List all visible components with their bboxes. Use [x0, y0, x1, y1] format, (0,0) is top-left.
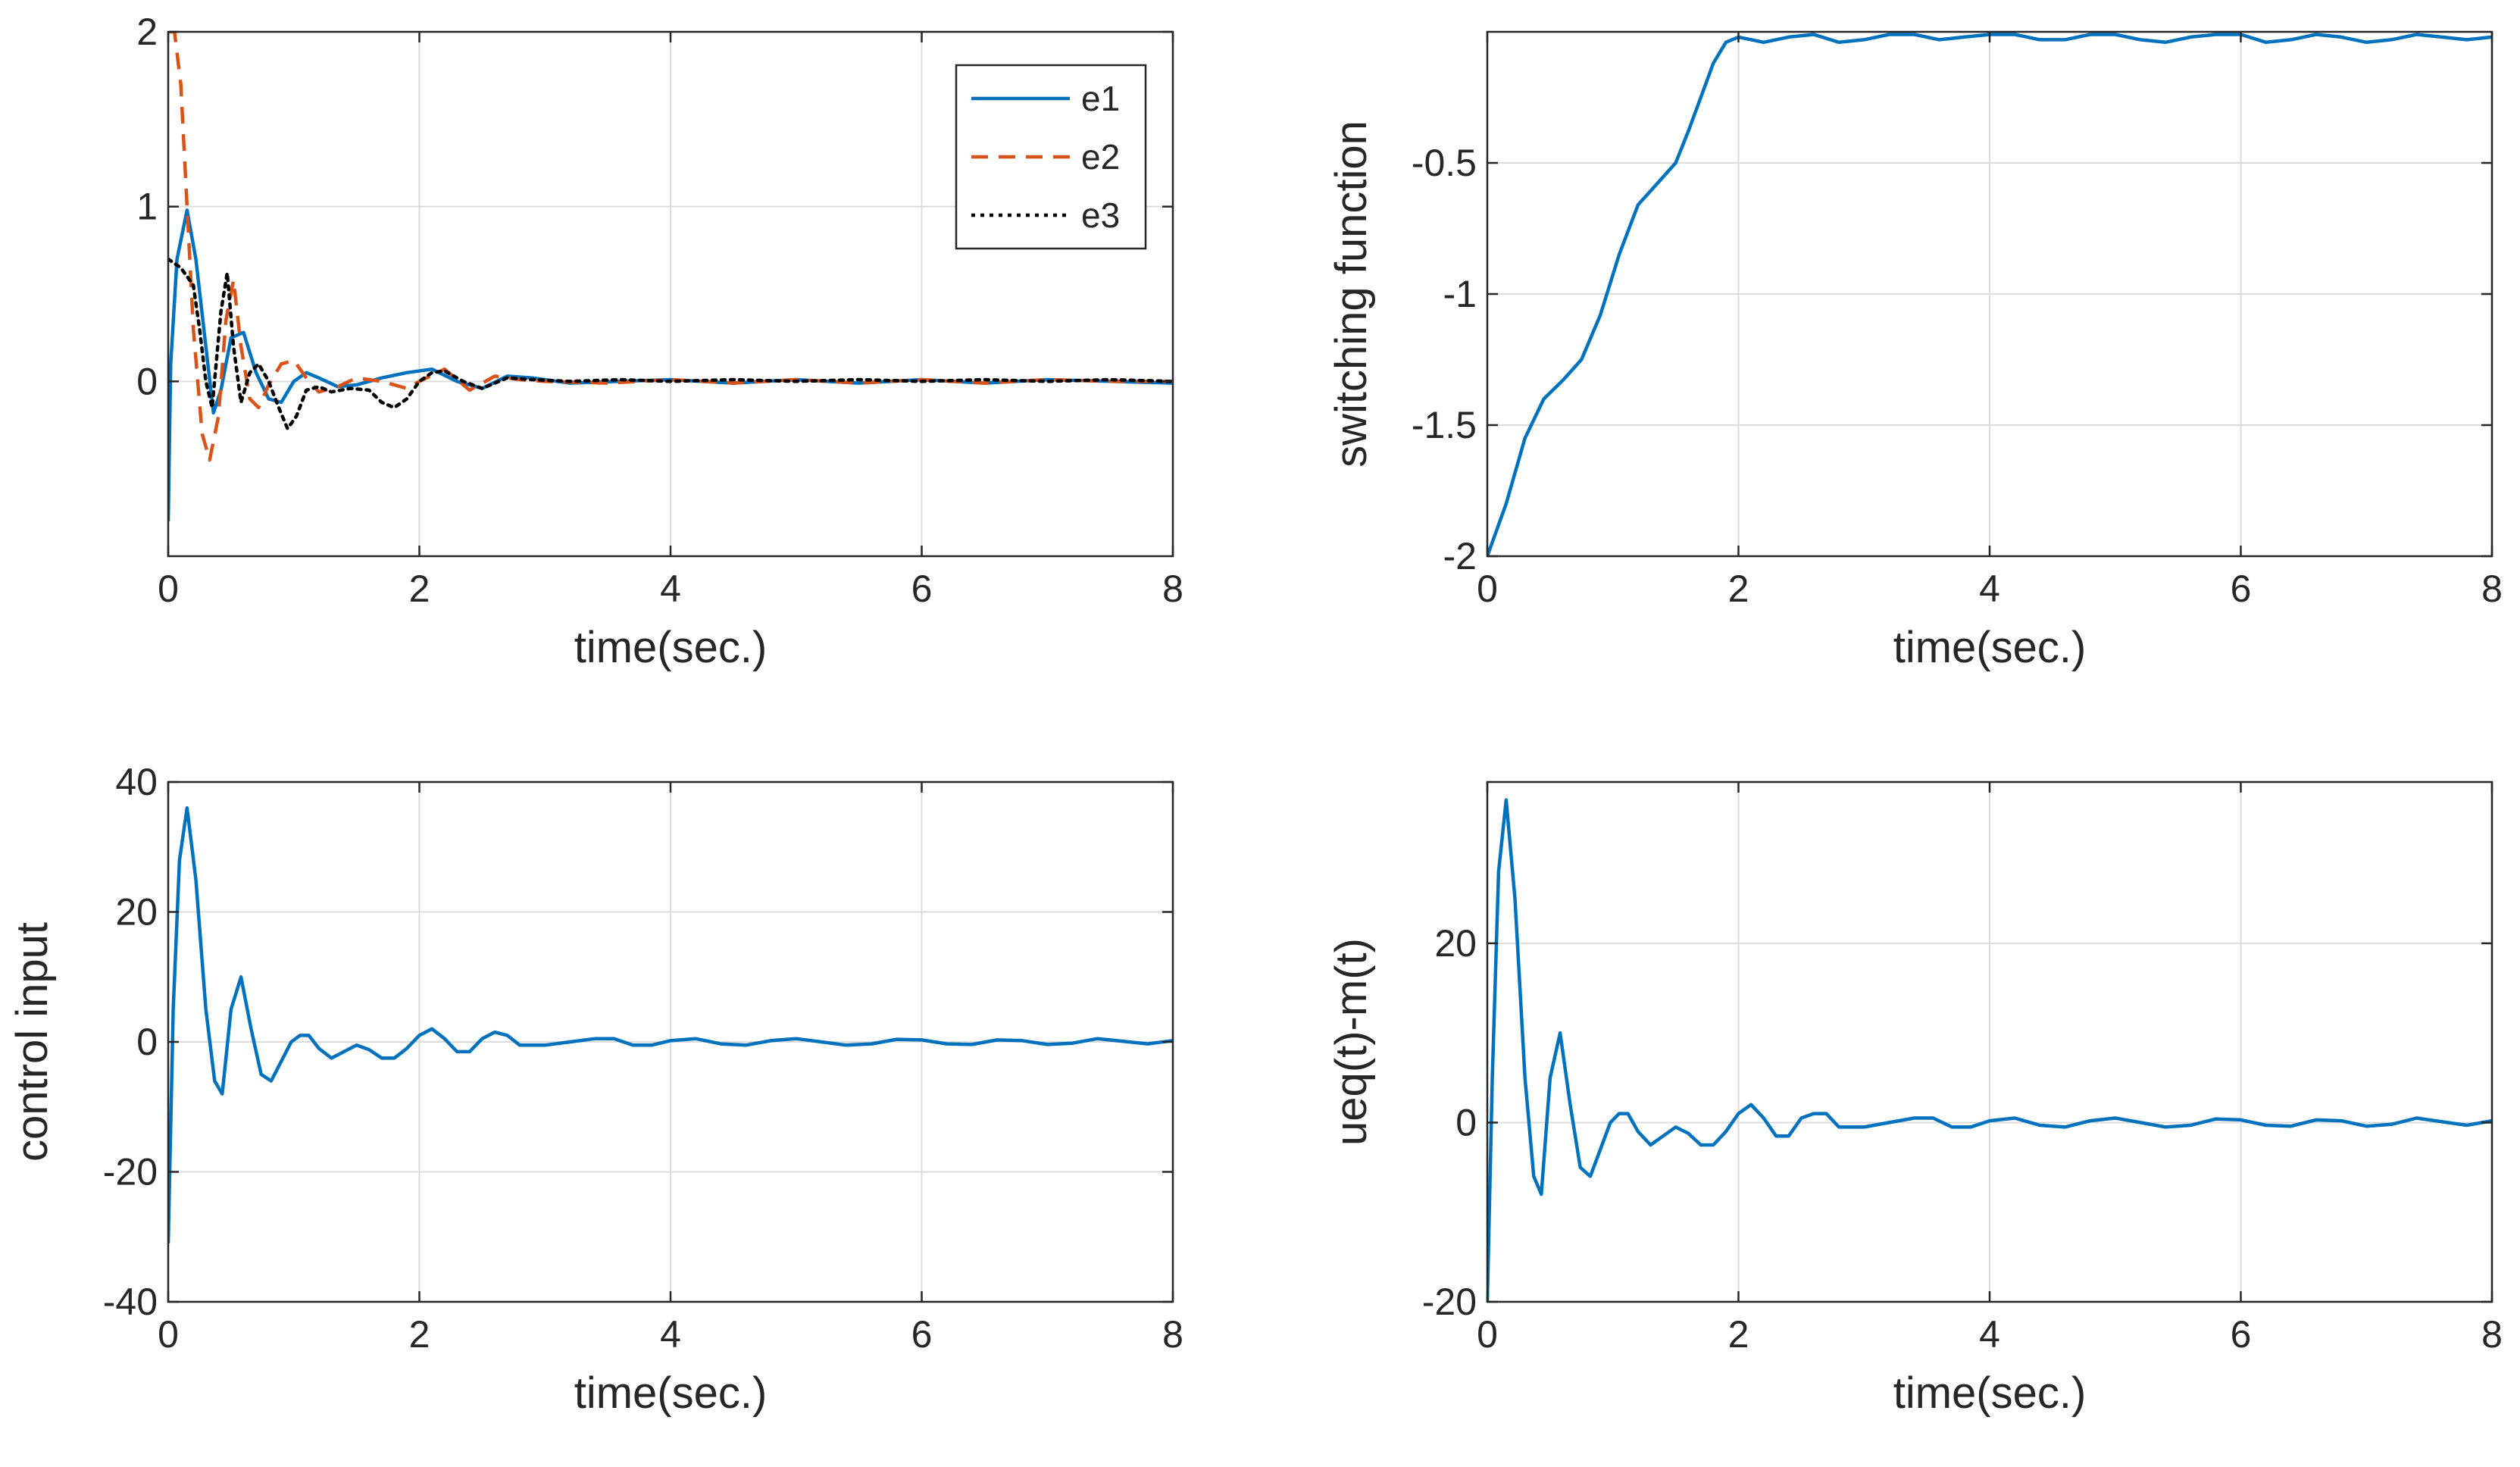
y-tick-label: -1.5 — [1412, 404, 1477, 446]
x-axis-label: time(sec.) — [1893, 1368, 2087, 1418]
y-tick-label: 20 — [1434, 922, 1477, 965]
series-line-switching-function — [1487, 33, 2492, 556]
x-tick-label: 0 — [1477, 568, 1498, 610]
x-axis-label: time(sec.) — [574, 623, 768, 672]
legend-label-e3: e3 — [1081, 195, 1120, 235]
x-tick-label: 0 — [158, 1313, 179, 1356]
x-tick-label: 4 — [1979, 568, 2000, 610]
subplot-switching-function: 0 2 4 6 8 -2 -1.5 -1 -0.5 time(sec.) switching f… — [1327, 30, 2503, 672]
x-tick-label: 0 — [1477, 1313, 1498, 1356]
x-tick-label: 6 — [911, 568, 933, 610]
y-tick-label: -20 — [103, 1151, 158, 1193]
y-axis-label: switching function — [1327, 120, 1376, 468]
x-axis-label: time(sec.) — [1893, 623, 2087, 672]
y-tick-label: 20 — [115, 891, 158, 934]
y-tick-label: -2 — [1443, 535, 1477, 577]
series-line-e3 — [168, 257, 1173, 430]
y-tick-label: 0 — [1455, 1101, 1477, 1143]
x-tick-label: 6 — [911, 1313, 933, 1356]
x-tick-label: 8 — [1162, 1313, 1183, 1356]
x-tick-label: 2 — [409, 1313, 430, 1356]
x-tick-label: 4 — [660, 1313, 681, 1356]
x-tick-label: 0 — [158, 568, 179, 610]
series-line-ueq-t-m-t- — [1487, 798, 2492, 1302]
x-tick-label: 8 — [2481, 568, 2503, 610]
legend: e1 e2 e3 — [955, 64, 1147, 250]
legend-label-e1: e1 — [1081, 79, 1120, 118]
x-tick-label: 8 — [2481, 1313, 2503, 1356]
y-tick-label: -1 — [1443, 273, 1477, 315]
x-tick-label: 6 — [2231, 568, 2252, 610]
y-tick-label: 1 — [136, 186, 158, 228]
y-tick-label: -20 — [1422, 1281, 1477, 1323]
x-tick-label: 4 — [1979, 1313, 2000, 1356]
subplot-errors: 0 2 4 6 8 0 1 2 time(sec.) e1 e2 e3 — [136, 11, 1183, 672]
y-tick-label: 0 — [136, 1021, 158, 1063]
x-axis-label: time(sec.) — [574, 1368, 768, 1418]
y-tick-label: 2 — [136, 11, 158, 53]
series-line-control-input — [168, 806, 1173, 1243]
y-axis-label: ueq(t)-m(t) — [1327, 938, 1376, 1146]
y-tick-label: -0.5 — [1412, 142, 1477, 184]
x-tick-label: 2 — [1728, 568, 1749, 610]
subplot-control-input: 0 2 4 6 8 -40 -20 0 20 40 time(sec.) control inpu… — [8, 761, 1183, 1418]
x-tick-label: 4 — [660, 568, 681, 610]
y-tick-label: 40 — [115, 761, 158, 803]
y-tick-label: 0 — [136, 360, 158, 402]
y-axis-label: control input — [8, 922, 57, 1162]
x-tick-label: 2 — [1728, 1313, 1749, 1356]
legend-label-e2: e2 — [1081, 137, 1120, 177]
x-tick-label: 6 — [2231, 1313, 2252, 1356]
y-tick-label: -40 — [103, 1281, 158, 1323]
x-tick-label: 2 — [409, 568, 430, 610]
x-tick-label: 8 — [1162, 568, 1183, 610]
